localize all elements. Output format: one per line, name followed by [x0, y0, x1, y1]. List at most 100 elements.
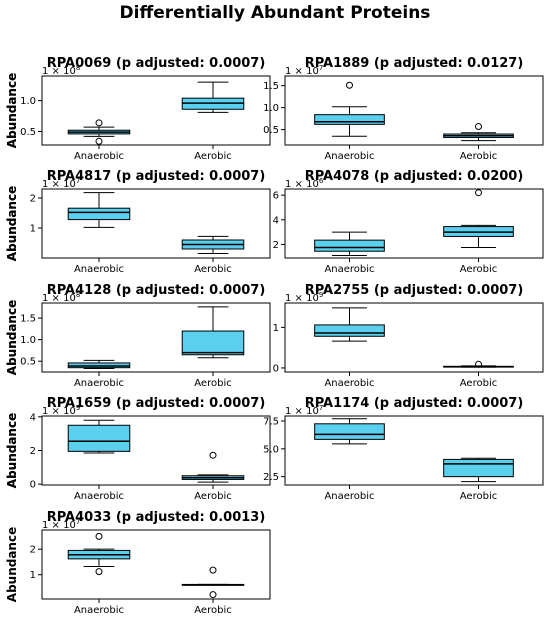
y-tick-label: 1.5: [20, 314, 36, 325]
box-aerobic: [443, 189, 514, 249]
chart-panel: RPA1174 (p adjusted: 0.0007) Abundance 1 ×…: [5, 396, 544, 502]
y-tick-label: 2: [30, 446, 36, 457]
axis-offset-label: 1 × 109: [42, 404, 80, 417]
y-axis-label: Abundance: [5, 186, 19, 261]
chart-title: RPA4033 (p adjusted: 0.0013): [47, 510, 266, 525]
y-tick-label: 1.5: [263, 81, 279, 92]
chart-panel: RPA0069 (p adjusted: 0.0007) Abundance 1 ×…: [5, 56, 271, 162]
box-iqr: [314, 114, 385, 125]
y-axis-label: Abundance: [5, 73, 19, 148]
x-tick-label: Aerobic: [194, 264, 231, 275]
chart-panel: RPA4078 (p adjusted: 0.0200) Abundance 1 ×…: [5, 169, 544, 275]
y-tick-label: 5.0: [263, 444, 279, 455]
outlier-point: [475, 189, 482, 197]
box-anaerobic: [314, 81, 385, 137]
plot-frame: [41, 302, 271, 373]
box-iqr: [181, 330, 245, 356]
y-tick-label: 1: [30, 224, 36, 235]
axis-offset-label: 1 × 107: [42, 518, 80, 531]
axis-offset-label: 1 × 107: [285, 404, 323, 417]
box-aerobic: [181, 81, 245, 113]
axis-offset-label: 1 × 109: [285, 291, 323, 304]
outlier-point: [95, 119, 103, 127]
axis-offset-label: 1 × 107: [285, 64, 323, 77]
box-anaerobic: [314, 418, 385, 445]
y-axis-label: Abundance: [5, 300, 19, 375]
y-tick-label: 0.5: [263, 125, 279, 136]
box-iqr: [314, 423, 385, 440]
x-tick-label: Aerobic: [194, 151, 231, 162]
chart-panel: RPA4817 (p adjusted: 0.0007) Abundance 1 ×…: [5, 169, 271, 275]
plot-frame: [284, 302, 544, 373]
box-aerobic: [443, 457, 514, 483]
y-tick-label: 1: [30, 570, 36, 581]
chart-title: RPA4078 (p adjusted: 0.0200): [305, 169, 524, 184]
chart-panel: RPA2755 (p adjusted: 0.0007) Abundance 1 ×…: [5, 283, 544, 389]
chart-panel: RPA4033 (p adjusted: 0.0013) Abundance 1 ×…: [5, 510, 271, 616]
x-tick-label: Anaerobic: [74, 605, 124, 616]
box-anaerobic: [67, 192, 131, 228]
plot-frame: [284, 188, 544, 259]
chart-panel: RPA4128 (p adjusted: 0.0007) Abundance 1 ×…: [5, 283, 271, 389]
x-tick-label: Anaerobic: [74, 378, 124, 389]
x-tick-label: Aerobic: [194, 491, 231, 502]
y-axis-label: Abundance: [5, 186, 19, 261]
x-tick-label: Aerobic: [460, 264, 497, 275]
y-tick-label: 2.5: [263, 472, 279, 483]
chart-title: RPA2755 (p adjusted: 0.0007): [305, 283, 524, 298]
outlier-point: [95, 568, 103, 576]
plot-frame: [284, 415, 544, 486]
y-tick-label: 1.0: [20, 335, 36, 346]
box-anaerobic: [314, 231, 385, 257]
figure-title: Differentially Abundant Proteins: [120, 3, 431, 23]
y-tick-label: 0.5: [20, 357, 36, 368]
y-tick-label: 4: [30, 412, 36, 423]
outlier-point: [209, 566, 217, 574]
y-tick-label: 1: [273, 323, 279, 334]
x-tick-label: Anaerobic: [324, 264, 374, 275]
box-aerobic: [181, 566, 245, 599]
box-aerobic: [443, 123, 514, 142]
box-anaerobic: [67, 359, 131, 370]
y-axis-label: Abundance: [5, 73, 19, 148]
y-tick-label: 0.5: [20, 127, 36, 138]
plot-frame: [41, 529, 271, 600]
y-axis-label: Abundance: [5, 413, 19, 488]
chart-title: RPA1659 (p adjusted: 0.0007): [47, 396, 266, 411]
plot-frame: [41, 415, 271, 486]
y-axis-label: Abundance: [5, 527, 19, 602]
x-tick-label: Anaerobic: [324, 378, 374, 389]
y-tick-label: 2: [273, 240, 279, 251]
x-tick-label: Anaerobic: [324, 491, 374, 502]
outlier-point: [475, 360, 482, 368]
x-tick-label: Aerobic: [194, 605, 231, 616]
y-axis-label: Abundance: [5, 413, 19, 488]
y-tick-label: 4: [273, 215, 279, 226]
outlier-point: [209, 591, 217, 599]
box-iqr: [67, 207, 131, 221]
plot-frame: [284, 75, 544, 146]
box-iqr: [314, 239, 385, 252]
x-tick-label: Anaerobic: [74, 264, 124, 275]
box-aerobic: [443, 360, 514, 368]
x-tick-label: Aerobic: [460, 151, 497, 162]
outlier-point: [95, 137, 103, 145]
chart-title: RPA1174 (p adjusted: 0.0007): [305, 396, 524, 411]
box-anaerobic: [314, 307, 385, 342]
outlier-point: [475, 123, 482, 131]
box-aerobic: [181, 451, 245, 483]
plot-frame: [41, 75, 271, 146]
outlier-point: [346, 81, 353, 89]
y-tick-label: 7.5: [263, 417, 279, 428]
x-tick-label: Anaerobic: [74, 491, 124, 502]
axis-offset-label: 1 × 108: [42, 64, 80, 77]
x-tick-label: Aerobic: [460, 378, 497, 389]
y-tick-label: 2: [30, 545, 36, 556]
y-tick-label: 6: [273, 191, 279, 202]
chart-panel: RPA1659 (p adjusted: 0.0007) Abundance 1 ×…: [5, 396, 271, 502]
chart-title: RPA4128 (p adjusted: 0.0007): [47, 283, 266, 298]
x-tick-label: Anaerobic: [74, 151, 124, 162]
box-aerobic: [181, 235, 245, 254]
x-tick-label: Aerobic: [460, 491, 497, 502]
axis-offset-label: 1 × 108: [42, 291, 80, 304]
